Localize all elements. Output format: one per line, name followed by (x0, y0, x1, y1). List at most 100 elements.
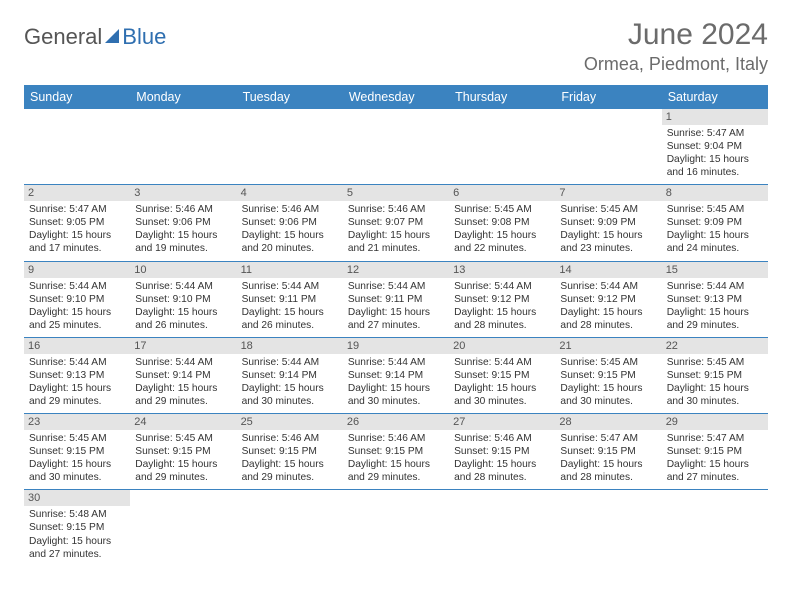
day-number: 16 (24, 338, 130, 354)
day-number: 10 (130, 262, 236, 278)
calendar-day-cell: 25Sunrise: 5:46 AMSunset: 9:15 PMDayligh… (237, 414, 343, 490)
calendar-day-cell (449, 490, 555, 566)
day-number: 15 (662, 262, 768, 278)
calendar-day-cell: 4Sunrise: 5:46 AMSunset: 9:06 PMDaylight… (237, 185, 343, 261)
sunset-text: Sunset: 9:15 PM (135, 445, 231, 458)
sunrise-text: Sunrise: 5:47 AM (667, 432, 763, 445)
sunrise-text: Sunrise: 5:45 AM (29, 432, 125, 445)
sunrise-text: Sunrise: 5:47 AM (667, 127, 763, 140)
day-number: 1 (662, 109, 768, 125)
sunset-text: Sunset: 9:13 PM (667, 293, 763, 306)
daylight-text: Daylight: 15 hours and 21 minutes. (348, 229, 444, 255)
day-number: 26 (343, 414, 449, 430)
calendar-day-cell: 24Sunrise: 5:45 AMSunset: 9:15 PMDayligh… (130, 414, 236, 490)
sunset-text: Sunset: 9:15 PM (667, 445, 763, 458)
daylight-text: Daylight: 15 hours and 29 minutes. (667, 306, 763, 332)
sunrise-text: Sunrise: 5:44 AM (560, 280, 656, 293)
daylight-text: Daylight: 15 hours and 30 minutes. (348, 382, 444, 408)
day-number: 17 (130, 338, 236, 354)
sunrise-text: Sunrise: 5:47 AM (560, 432, 656, 445)
sunset-text: Sunset: 9:11 PM (348, 293, 444, 306)
daylight-text: Daylight: 15 hours and 24 minutes. (667, 229, 763, 255)
calendar-day-cell (130, 109, 236, 185)
sunset-text: Sunset: 9:09 PM (560, 216, 656, 229)
calendar-day-cell: 26 Sunrise: 5:46 AMSunset: 9:15 PMDayligh… (343, 414, 449, 490)
sunset-text: Sunset: 9:15 PM (348, 445, 444, 458)
day-number: 8 (662, 185, 768, 201)
sunset-text: Sunset: 9:11 PM (242, 293, 338, 306)
calendar-day-cell: 20Sunrise: 5:44 AMSunset: 9:15 PMDayligh… (449, 337, 555, 413)
sunrise-text: Sunrise: 5:45 AM (135, 432, 231, 445)
calendar-week-row: 2Sunrise: 5:47 AMSunset: 9:05 PMDaylight… (24, 185, 768, 261)
daylight-text: Daylight: 15 hours and 23 minutes. (560, 229, 656, 255)
daylight-text: Daylight: 15 hours and 29 minutes. (348, 458, 444, 484)
sunrise-text: Sunrise: 5:44 AM (29, 280, 125, 293)
daylight-text: Daylight: 15 hours and 28 minutes. (454, 306, 550, 332)
sunrise-text: Sunrise: 5:45 AM (667, 203, 763, 216)
daylight-text: Daylight: 15 hours and 30 minutes. (667, 382, 763, 408)
weekday-header: Wednesday (343, 85, 449, 109)
title-block: June 2024 Ormea, Piedmont, Italy (584, 18, 768, 75)
calendar-day-cell: 15Sunrise: 5:44 AMSunset: 9:13 PMDayligh… (662, 261, 768, 337)
day-number: 27 (449, 414, 555, 430)
calendar-day-cell: 10Sunrise: 5:44 AMSunset: 9:10 PMDayligh… (130, 261, 236, 337)
month-title: June 2024 (584, 18, 768, 52)
daylight-text: Daylight: 15 hours and 28 minutes. (454, 458, 550, 484)
calendar-day-cell: 19 Sunrise: 5:44 AMSunset: 9:14 PMDayligh… (343, 337, 449, 413)
weekday-header: Sunday (24, 85, 130, 109)
weekday-header: Monday (130, 85, 236, 109)
day-number: 19 (343, 338, 449, 354)
calendar-day-cell (343, 109, 449, 185)
weekday-header: Tuesday (237, 85, 343, 109)
logo-triangle-icon (105, 29, 119, 43)
day-number: 18 (237, 338, 343, 354)
day-number: 14 (555, 262, 661, 278)
weekday-header: Saturday (662, 85, 768, 109)
daylight-text: Daylight: 15 hours and 25 minutes. (29, 306, 125, 332)
day-number: 25 (237, 414, 343, 430)
sunrise-text: Sunrise: 5:46 AM (454, 432, 550, 445)
daylight-text: Daylight: 15 hours and 27 minutes. (348, 306, 444, 332)
calendar-day-cell (130, 490, 236, 566)
day-number: 28 (555, 414, 661, 430)
daylight-text: Daylight: 15 hours and 30 minutes. (242, 382, 338, 408)
calendar-week-row: 1Sunrise: 5:47 AMSunset: 9:04 PMDaylight… (24, 109, 768, 185)
daylight-text: Daylight: 15 hours and 30 minutes. (29, 458, 125, 484)
daylight-text: Daylight: 15 hours and 30 minutes. (560, 382, 656, 408)
sunrise-text: Sunrise: 5:44 AM (348, 356, 444, 369)
brand-word2: Blue (122, 24, 166, 50)
sunset-text: Sunset: 9:14 PM (348, 369, 444, 382)
calendar-day-cell (662, 490, 768, 566)
calendar-day-cell (237, 490, 343, 566)
day-number: 30 (24, 490, 130, 506)
calendar-day-cell: 7Sunrise: 5:45 AMSunset: 9:09 PMDaylight… (555, 185, 661, 261)
sunset-text: Sunset: 9:15 PM (560, 445, 656, 458)
calendar-day-cell: 16Sunrise: 5:44 AMSunset: 9:13 PMDayligh… (24, 337, 130, 413)
daylight-text: Daylight: 15 hours and 30 minutes. (454, 382, 550, 408)
day-number: 21 (555, 338, 661, 354)
calendar-day-cell: 21Sunrise: 5:45 AMSunset: 9:15 PMDayligh… (555, 337, 661, 413)
daylight-text: Daylight: 15 hours and 20 minutes. (242, 229, 338, 255)
sunrise-text: Sunrise: 5:46 AM (348, 432, 444, 445)
day-number: 23 (24, 414, 130, 430)
day-number: 6 (449, 185, 555, 201)
calendar-day-cell: 29Sunrise: 5:47 AMSunset: 9:15 PMDayligh… (662, 414, 768, 490)
sunset-text: Sunset: 9:15 PM (454, 445, 550, 458)
sunrise-text: Sunrise: 5:44 AM (135, 356, 231, 369)
sunrise-text: Sunrise: 5:46 AM (242, 432, 338, 445)
calendar-week-row: 30Sunrise: 5:48 AMSunset: 9:15 PMDayligh… (24, 490, 768, 566)
sunset-text: Sunset: 9:10 PM (135, 293, 231, 306)
day-number: 9 (24, 262, 130, 278)
day-number: 11 (237, 262, 343, 278)
sunset-text: Sunset: 9:13 PM (29, 369, 125, 382)
day-number: 29 (662, 414, 768, 430)
daylight-text: Daylight: 15 hours and 22 minutes. (454, 229, 550, 255)
sunrise-text: Sunrise: 5:44 AM (242, 356, 338, 369)
calendar-day-cell: 12Sunrise: 5:44 AMSunset: 9:11 PMDayligh… (343, 261, 449, 337)
sunset-text: Sunset: 9:12 PM (560, 293, 656, 306)
sunrise-text: Sunrise: 5:44 AM (242, 280, 338, 293)
sunrise-text: Sunrise: 5:46 AM (242, 203, 338, 216)
sunrise-text: Sunrise: 5:48 AM (29, 508, 125, 521)
calendar-week-row: 23Sunrise: 5:45 AMSunset: 9:15 PMDayligh… (24, 414, 768, 490)
sunset-text: Sunset: 9:05 PM (29, 216, 125, 229)
